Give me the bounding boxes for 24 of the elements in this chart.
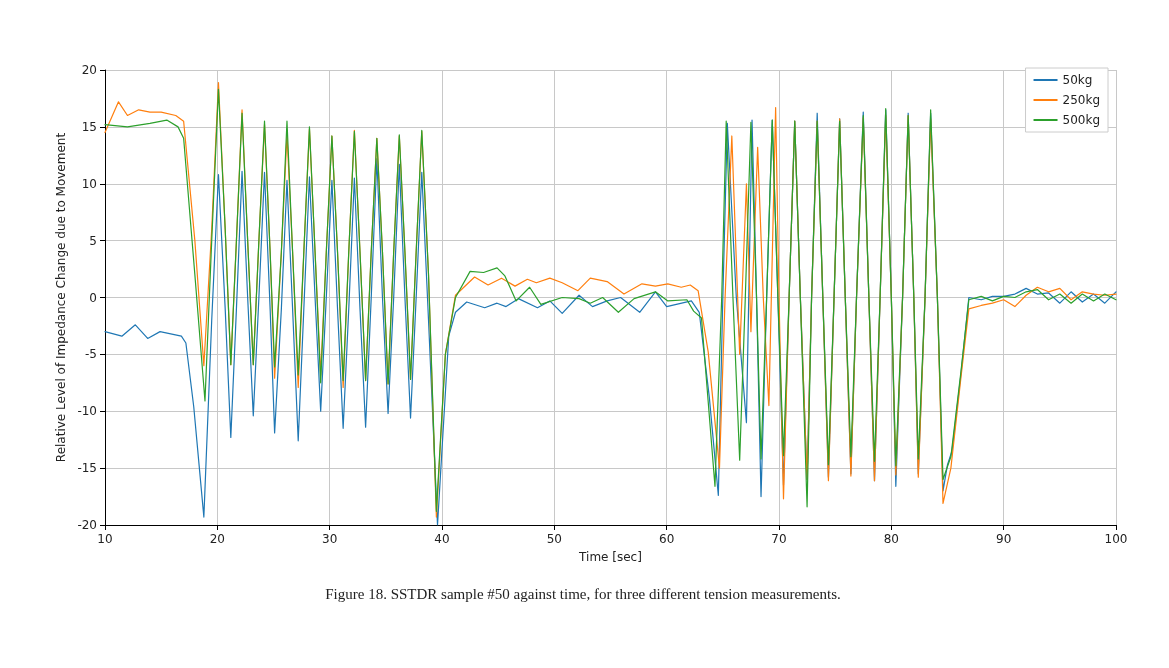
legend-label: 50kg — [1062, 73, 1093, 87]
x-tick-label: 40 — [434, 532, 450, 546]
x-tick-label: 50 — [546, 532, 562, 546]
y-tick-label: 0 — [89, 290, 97, 305]
y-tick-label: -10 — [77, 404, 97, 419]
x-axis-title: Time [sec] — [578, 550, 642, 564]
x-tick-label: 100 — [1104, 532, 1128, 546]
y-tick-label: 20 — [81, 63, 97, 77]
caption: Figure 18. SSTDR sample #50 against time, for three different tension measurements. — [325, 585, 841, 602]
x-tick-label: 30 — [322, 532, 338, 546]
y-tick-label: -15 — [77, 461, 97, 476]
y-tick-label: -5 — [85, 347, 97, 362]
y-tick-label: 15 — [81, 119, 97, 134]
x-tick-label: 90 — [996, 532, 1012, 546]
y-axis-title: Relative Level of Impedance Change due to Movement — [53, 132, 68, 463]
x-tick-label: 20 — [209, 532, 225, 546]
y-tick-label: 5 — [89, 233, 97, 248]
x-tick-label: 70 — [771, 532, 787, 546]
legend-label: 250kg — [1062, 93, 1101, 107]
y-tick-label: -20 — [77, 518, 97, 532]
x-tick-label: 80 — [883, 532, 899, 546]
x-tick-label: 60 — [659, 532, 675, 546]
legend-label: 500kg — [1062, 113, 1101, 127]
y-tick-label: 10 — [81, 176, 97, 191]
